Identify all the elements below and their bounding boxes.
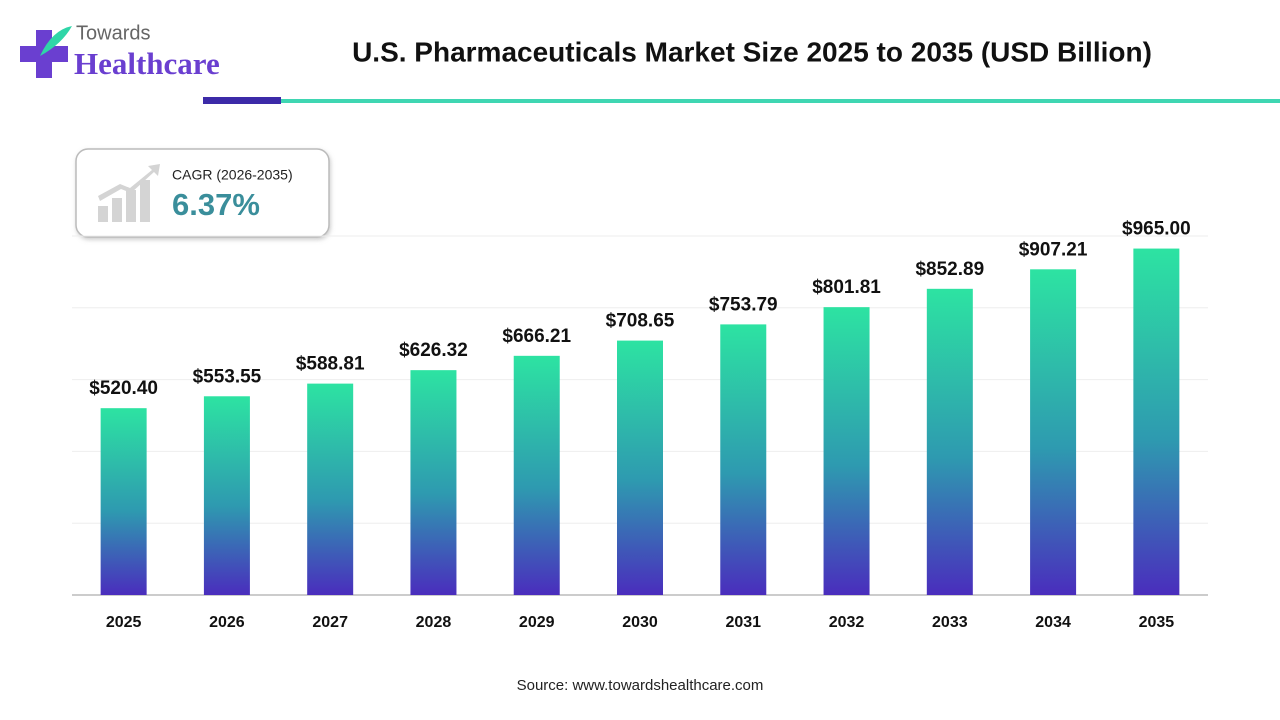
logo-icon [20, 26, 72, 78]
x-tick-label: 2031 [725, 614, 761, 631]
bar [823, 307, 870, 595]
bar [617, 340, 663, 595]
value-label: $852.89 [915, 259, 984, 280]
bar [307, 383, 354, 595]
x-tick-label: 2030 [622, 614, 658, 631]
value-label: $588.81 [296, 354, 365, 375]
x-tick-label: 2035 [1139, 614, 1175, 631]
value-label: $666.21 [502, 326, 571, 347]
source: Source: www.towardshealthcare.com [517, 677, 764, 694]
cagr-value: 6.37% [172, 187, 260, 222]
logo-text: Towards [76, 22, 150, 44]
x-tick-label: 2027 [312, 614, 348, 631]
header-rule [203, 97, 281, 104]
cagr-label: CAGR (2026-2035) [172, 167, 293, 183]
value-label: $965.00 [1122, 219, 1191, 240]
bar [1133, 248, 1180, 595]
value-label: $520.40 [89, 378, 158, 399]
header-rule [281, 99, 1280, 103]
value-label: $708.65 [606, 311, 675, 332]
bar [720, 324, 767, 595]
chart-title: U.S. Pharmaceuticals Market Size 2025 to… [352, 36, 1152, 67]
x-tick-label: 2032 [829, 614, 865, 631]
value-label: $907.21 [1019, 239, 1088, 260]
bar [100, 408, 147, 595]
x-tick-label: 2026 [209, 614, 245, 631]
logo-text: Healthcare [74, 46, 220, 81]
value-label: $801.81 [812, 277, 881, 298]
bar [1030, 269, 1077, 595]
cagr-box [75, 148, 330, 238]
bar [203, 396, 250, 595]
bar [926, 288, 973, 595]
x-tick-label: 2029 [519, 614, 555, 631]
bar [513, 355, 560, 595]
x-tick-label: 2033 [932, 614, 968, 631]
x-tick-label: 2025 [106, 614, 142, 631]
value-label: $753.79 [709, 294, 778, 315]
x-tick-label: 2034 [1035, 614, 1071, 631]
value-label: $553.55 [193, 366, 262, 387]
x-tick-label: 2028 [416, 614, 452, 631]
value-label: $626.32 [399, 340, 468, 361]
cagr-icon [98, 164, 160, 222]
bar [410, 370, 457, 595]
